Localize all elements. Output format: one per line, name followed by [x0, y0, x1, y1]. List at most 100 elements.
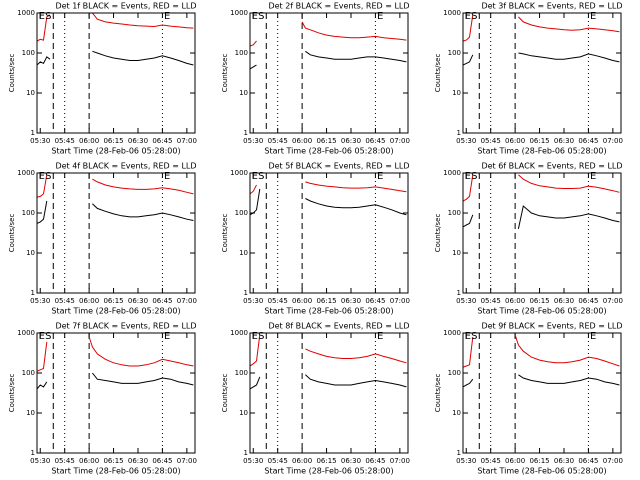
plot-frame — [249, 12, 409, 134]
annotation: E — [252, 331, 258, 342]
x-tick-label: 05:30 — [243, 137, 263, 145]
x-tick-label: 06:00 — [292, 297, 312, 305]
y-axis-label: Counts/sec — [8, 214, 16, 253]
y-tick-label: 10 — [239, 249, 248, 257]
y-tick-label: 10 — [239, 409, 248, 417]
series-line — [250, 50, 407, 70]
annotation: E — [465, 11, 471, 22]
plot-frame — [249, 172, 409, 294]
x-tick-label: 05:45 — [268, 137, 288, 145]
annotation: S — [45, 171, 51, 182]
y-tick-label: 10 — [452, 249, 461, 257]
annotation: E — [39, 171, 45, 182]
x-axis-label: Start Time (28-Feb-06 05:28:00) — [51, 147, 180, 156]
series-line — [463, 334, 620, 368]
y-tick-label: 100 — [448, 49, 461, 57]
x-tick-label: 05:30 — [30, 457, 50, 465]
annotation: E — [39, 11, 45, 22]
x-tick-label: 06:00 — [292, 457, 312, 465]
x-tick-label: 06:30 — [128, 457, 148, 465]
x-tick-label: 07:00 — [390, 457, 410, 465]
x-tick-label: 06:45 — [578, 457, 598, 465]
x-axis-label: Start Time (28-Feb-06 05:28:00) — [51, 467, 180, 476]
chart-title: Det 5f BLACK = Events, RED = LLD — [268, 162, 409, 171]
x-axis-label: Start Time (28-Feb-06 05:28:00) — [264, 307, 393, 316]
x-tick-label: 07:00 — [390, 297, 410, 305]
x-axis-label: Start Time (28-Feb-06 05:28:00) — [264, 467, 393, 476]
plot-frame — [249, 332, 409, 454]
x-tick-label: 07:00 — [177, 137, 197, 145]
annotation: S — [45, 331, 51, 342]
x-tick-label: 05:30 — [243, 297, 263, 305]
x-tick-label: 06:15 — [529, 137, 549, 145]
x-tick-label: 06:45 — [365, 297, 385, 305]
series-line — [463, 205, 620, 230]
x-tick-label: 06:45 — [578, 297, 598, 305]
series-line — [37, 13, 194, 42]
x-tick-label: 07:00 — [390, 137, 410, 145]
y-tick-label: 1000 — [443, 9, 461, 17]
annotation: E — [465, 171, 471, 182]
y-tick-label: 100 — [22, 49, 35, 57]
x-axis-label: Start Time (28-Feb-06 05:28:00) — [51, 307, 180, 316]
annotation: E — [164, 171, 170, 182]
y-axis-label: Counts/sec — [434, 54, 442, 93]
annotation: S — [258, 331, 264, 342]
series-line — [37, 174, 194, 198]
panel: Det 6f BLACK = Events, RED = LLD Counts/s… — [434, 162, 623, 316]
panel: Det 2f BLACK = Events, RED = LLD Counts/s… — [221, 2, 410, 156]
x-axis-label: Start Time (28-Feb-06 05:28:00) — [264, 147, 393, 156]
series-line — [250, 188, 407, 216]
y-axis-label: Counts/sec — [434, 214, 442, 253]
annotation: E — [590, 331, 596, 342]
y-tick-label: 1000 — [17, 169, 35, 177]
annotation: E — [252, 171, 258, 182]
y-tick-label: 10 — [26, 409, 35, 417]
y-tick-label: 100 — [235, 369, 248, 377]
x-tick-label: 06:00 — [505, 137, 525, 145]
x-tick-label: 06:30 — [341, 457, 361, 465]
x-tick-label: 06:30 — [128, 137, 148, 145]
x-tick-label: 06:30 — [554, 297, 574, 305]
x-tick-label: 05:45 — [481, 297, 501, 305]
x-tick-label: 05:45 — [55, 137, 75, 145]
plot-frame — [462, 12, 622, 134]
series-line — [250, 374, 407, 390]
x-tick-label: 06:30 — [128, 297, 148, 305]
x-tick-label: 06:45 — [152, 297, 172, 305]
x-tick-label: 07:00 — [177, 457, 197, 465]
chart-title: Det 1f BLACK = Events, RED = LLD — [55, 2, 196, 11]
x-tick-label: 06:15 — [316, 297, 336, 305]
annotation: S — [258, 11, 264, 22]
annotation: E — [377, 331, 383, 342]
x-tick-label: 06:30 — [554, 137, 574, 145]
series-line — [250, 181, 407, 195]
annotation: S — [471, 171, 477, 182]
x-tick-label: 06:00 — [292, 137, 312, 145]
x-tick-label: 06:45 — [152, 457, 172, 465]
annotation: E — [465, 331, 471, 342]
y-tick-label: 1 — [31, 129, 35, 137]
annotation: E — [590, 11, 596, 22]
y-tick-label: 100 — [235, 209, 248, 217]
panel: Det 4f BLACK = Events, RED = LLD Counts/s… — [8, 162, 197, 316]
chart-title: Det 7f BLACK = Events, RED = LLD — [55, 322, 196, 331]
x-tick-label: 05:30 — [30, 297, 50, 305]
panel: Det 5f BLACK = Events, RED = LLD Counts/s… — [221, 162, 410, 316]
chart-title: Det 3f BLACK = Events, RED = LLD — [481, 2, 622, 11]
x-tick-label: 07:00 — [603, 137, 623, 145]
panel: Det 8f BLACK = Events, RED = LLD Counts/s… — [221, 322, 410, 476]
x-axis-label: Start Time (28-Feb-06 05:28:00) — [477, 467, 606, 476]
panel: Det 9f BLACK = Events, RED = LLD Counts/s… — [434, 322, 623, 476]
series-line — [250, 21, 407, 47]
series-line — [463, 52, 620, 66]
x-tick-label: 05:30 — [456, 137, 476, 145]
y-tick-label: 10 — [452, 409, 461, 417]
y-tick-label: 1 — [457, 449, 461, 457]
y-tick-label: 10 — [239, 89, 248, 97]
y-tick-label: 1 — [244, 129, 248, 137]
x-tick-label: 05:30 — [243, 457, 263, 465]
annotation: S — [45, 11, 51, 22]
y-tick-label: 100 — [22, 209, 35, 217]
annotation: E — [164, 331, 170, 342]
